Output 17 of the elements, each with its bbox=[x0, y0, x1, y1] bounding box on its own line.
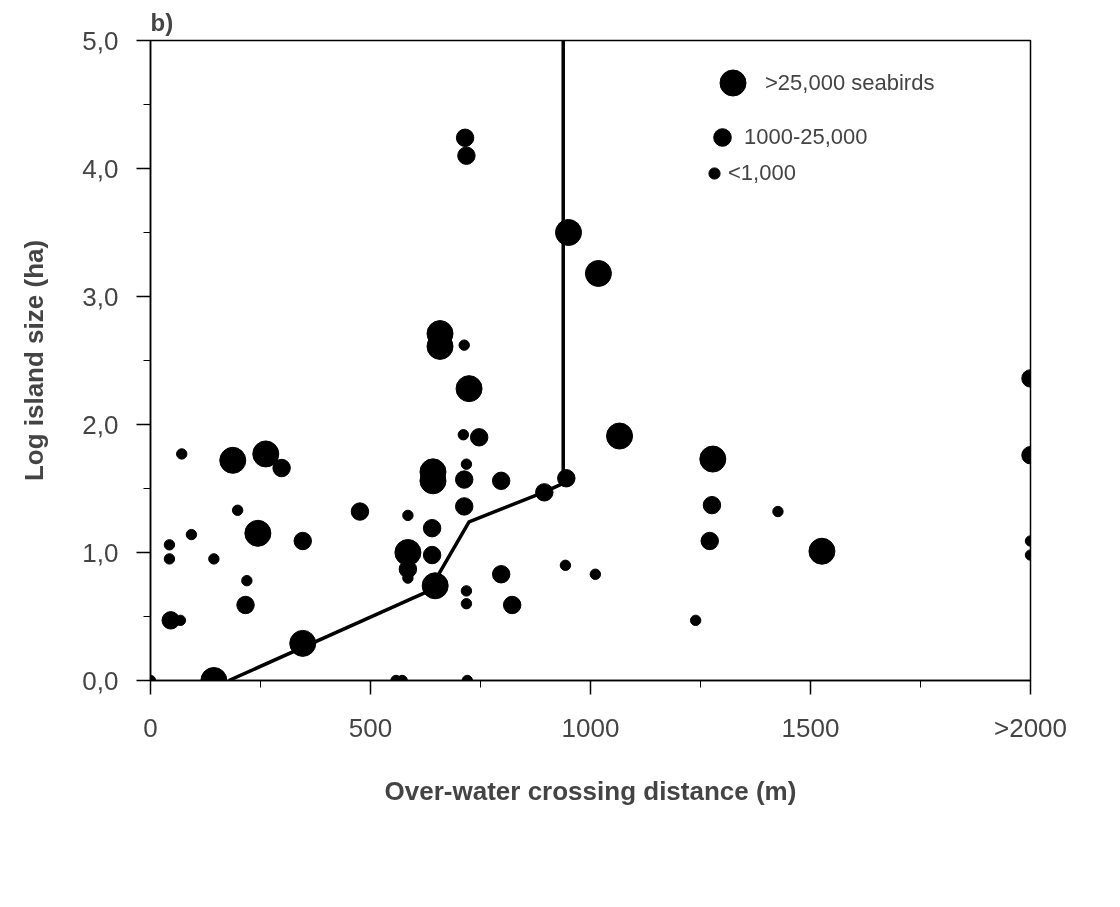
chart-title: b) bbox=[150, 8, 174, 36]
legend-label: 1000-25,000 bbox=[744, 124, 868, 150]
x-tick-label: >2000 bbox=[993, 712, 1068, 743]
y-tick-label: 2,0 bbox=[82, 409, 119, 440]
y-tick-label: 0,0 bbox=[82, 665, 119, 696]
x-tick-label: 1500 bbox=[781, 712, 840, 743]
legend-label: <1,000 bbox=[728, 160, 796, 186]
x-tick-label: 500 bbox=[348, 712, 393, 743]
y-tick-label: 4,0 bbox=[82, 153, 119, 184]
y-tick-label: 3,0 bbox=[82, 281, 119, 312]
x-tick-label: 1000 bbox=[561, 712, 620, 743]
y-tick-label: 1,0 bbox=[82, 537, 119, 568]
x-tick-label: 0 bbox=[143, 712, 158, 743]
x-axis-title: Over-water crossing distance (m) bbox=[384, 775, 797, 806]
legend-label: >25,000 seabirds bbox=[765, 69, 935, 96]
y-axis-title: Log island size (ha) bbox=[19, 239, 50, 482]
y-tick-label: 5,0 bbox=[82, 25, 119, 56]
